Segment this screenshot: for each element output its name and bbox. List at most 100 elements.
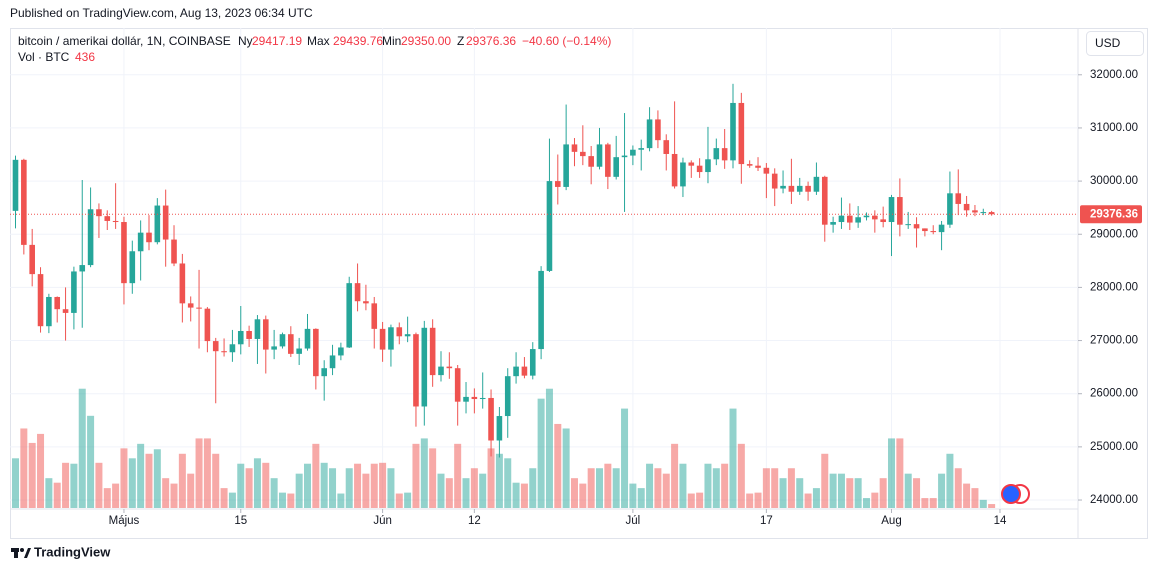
- candle-body: [454, 368, 461, 402]
- legend-key: Min: [382, 34, 401, 48]
- candle-body: [304, 328, 311, 349]
- candle-body: [663, 140, 670, 154]
- volume-bar: [454, 443, 462, 508]
- volume-bar: [312, 443, 320, 508]
- volume-bar: [495, 453, 503, 508]
- candle-body: [830, 222, 836, 225]
- volume-bar: [304, 463, 312, 508]
- volume-bar: [112, 483, 120, 508]
- last-price-box: [1080, 205, 1142, 224]
- currency-button[interactable]: [1086, 31, 1144, 56]
- candle-body: [955, 193, 962, 204]
- volume-bar: [570, 478, 578, 508]
- y-tick-label: 24000.00: [1090, 494, 1138, 506]
- y-tick-label: 32000.00: [1090, 69, 1138, 81]
- candle-body: [171, 239, 177, 264]
- candle-body: [488, 397, 494, 441]
- volume-label: 436: [75, 50, 95, 64]
- volume-bar: [287, 493, 295, 508]
- candle-body: [504, 376, 511, 417]
- candle-body: [805, 185, 811, 192]
- brand-name: TradingView: [34, 544, 111, 559]
- volume-bar: [946, 453, 954, 508]
- volume-bar: [537, 398, 545, 508]
- volume-bar: [837, 473, 845, 508]
- candle-body: [79, 265, 86, 272]
- volume-bar: [262, 462, 270, 508]
- volume-bar: [879, 478, 887, 508]
- y-tick-label: 28000.00: [1090, 281, 1138, 293]
- volume-bar: [404, 492, 412, 508]
- volume-bar: [270, 478, 278, 508]
- candle-body: [988, 212, 995, 215]
- y-tick-label: 30000.00: [1090, 175, 1138, 187]
- volume-pane: [12, 388, 996, 508]
- volume-bar: [929, 498, 937, 508]
- candle-body: [913, 224, 920, 229]
- volume-bar: [721, 463, 729, 508]
- candle-body: [963, 203, 970, 211]
- volume-bar: [203, 438, 211, 508]
- candle-body: [947, 193, 953, 225]
- candle-body: [271, 346, 277, 350]
- candle-body: [204, 308, 211, 342]
- candle-body: [746, 164, 753, 166]
- volume-bar: [187, 473, 195, 508]
- candle-body: [237, 330, 244, 345]
- axes: 24000.00 25000.00 26000.00 27000.00 28000.00…: [109, 69, 1142, 527]
- candle-body: [680, 162, 686, 187]
- candle-body: [755, 165, 761, 168]
- volume-bar: [70, 463, 78, 508]
- candle-body: [137, 232, 144, 252]
- candle-body: [847, 215, 853, 223]
- volume-bar: [854, 478, 862, 508]
- legend-value: 29350.00: [401, 34, 451, 48]
- published-note: Published on TradingView.com, Aug 13, 20…: [10, 6, 313, 20]
- volume-bar: [437, 473, 445, 508]
- candle-body: [596, 144, 603, 167]
- volume-bar: [771, 468, 779, 508]
- candle-body: [329, 355, 336, 369]
- candle-body: [479, 397, 486, 400]
- candle-body: [671, 153, 678, 187]
- volume-bar: [621, 408, 629, 508]
- candle-body: [897, 197, 903, 225]
- candle-body: [972, 210, 978, 213]
- candle-body: [396, 327, 403, 337]
- candle-body: [771, 173, 778, 189]
- candle-body: [87, 209, 94, 266]
- volume-bar: [370, 463, 378, 508]
- candle-body: [96, 209, 102, 217]
- candle-body: [796, 185, 803, 192]
- candle-body: [696, 165, 703, 173]
- candle-body: [563, 144, 569, 187]
- x-tick-label: Aug: [881, 515, 901, 527]
- candle-body: [496, 416, 503, 441]
- volume-bar: [963, 483, 971, 508]
- volume-bar: [278, 492, 286, 508]
- volume-bar: [821, 453, 829, 508]
- candle-body: [371, 303, 378, 329]
- candle-body: [212, 341, 219, 352]
- volume-bar: [587, 468, 595, 508]
- candle-body: [938, 224, 945, 233]
- volume-bar: [362, 473, 370, 508]
- candle-body: [813, 176, 820, 192]
- candle-body: [588, 156, 594, 167]
- x-tick-label: 12: [468, 515, 481, 527]
- candle-body: [37, 274, 44, 327]
- candle-body: [688, 162, 695, 166]
- volume-bar: [45, 478, 53, 508]
- volume-bar: [846, 478, 854, 508]
- x-tick-label: 14: [994, 515, 1007, 527]
- volume-bar: [395, 493, 403, 508]
- currency-label[interactable]: USD: [1095, 36, 1121, 50]
- legend-key: Max: [307, 34, 330, 48]
- volume-bar: [170, 483, 178, 508]
- volume-bar: [412, 443, 420, 508]
- volume-bar: [520, 483, 528, 508]
- volume-bar: [612, 468, 620, 508]
- candle-body: [655, 119, 661, 141]
- candle-body: [730, 102, 736, 161]
